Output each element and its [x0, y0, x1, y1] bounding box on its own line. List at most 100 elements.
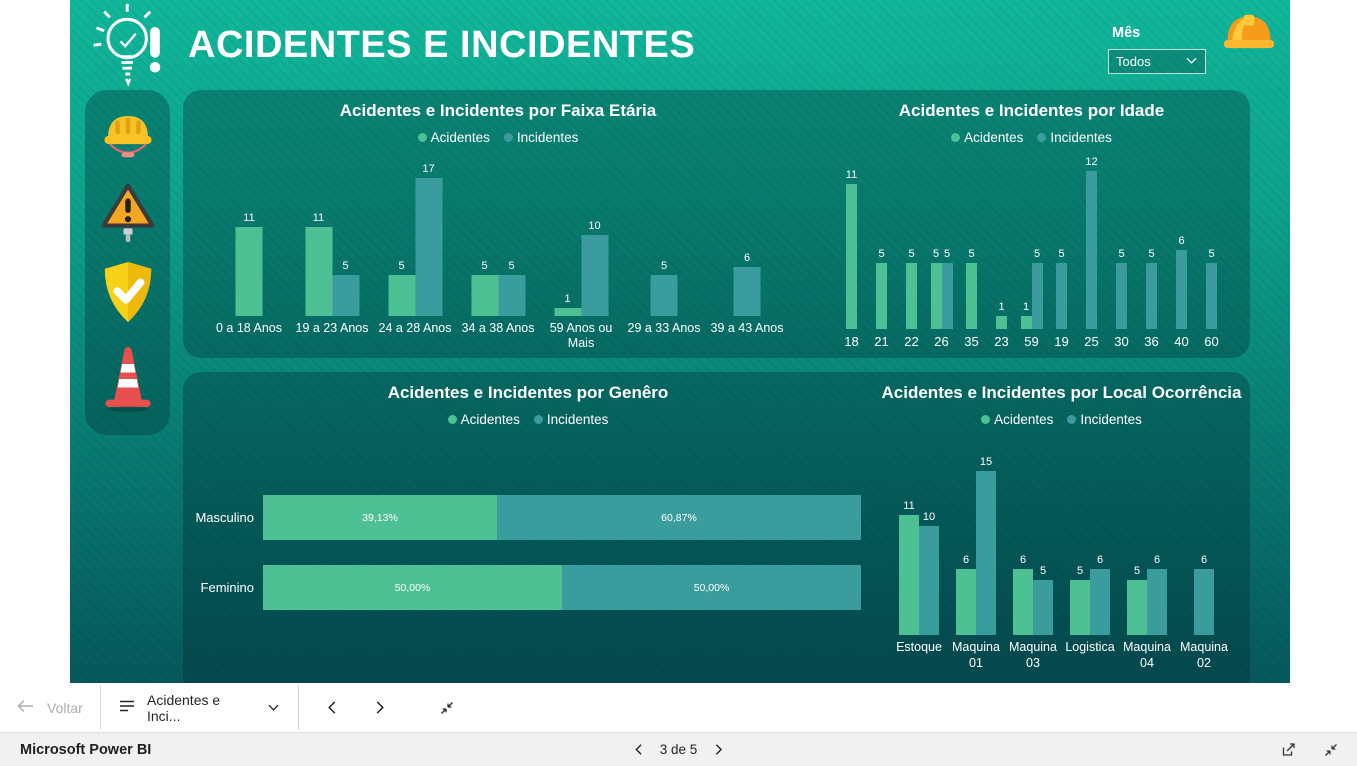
chart-category-group: 6 40 — [1167, 153, 1197, 350]
bar-incidentes[interactable] — [941, 262, 953, 329]
chevron-right-icon[interactable] — [713, 743, 724, 756]
bar-acidentes[interactable] — [554, 307, 581, 316]
legend-item-acidentes[interactable]: Acidentes — [417, 130, 490, 145]
share-icon[interactable] — [1280, 741, 1297, 758]
legend-dot — [1067, 415, 1077, 424]
category-label: 21 — [874, 333, 889, 349]
bar-incidentes[interactable] — [733, 267, 761, 316]
traffic-cone-icon — [98, 343, 158, 420]
chart-category-group: 6 5 Maquina 03 — [1005, 453, 1062, 673]
bar-acidentes[interactable] — [996, 315, 1007, 329]
category-label: Maquina 02 — [1180, 640, 1228, 670]
bar-acidentes[interactable] — [1070, 580, 1090, 635]
bar-incidentes[interactable] — [498, 275, 525, 316]
chart-category-group: 5 60 — [1197, 153, 1227, 350]
category-label: 36 — [1144, 333, 1159, 349]
bar-incidentes[interactable] — [1031, 262, 1043, 329]
chart-category-group: 11 0 a 18 Anos — [208, 160, 291, 352]
category-label: Maquina 03 — [1009, 640, 1057, 670]
legend-item-acidentes[interactable]: Acidentes — [447, 412, 520, 427]
chart-category-group: 5 17 24 a 28 Anos — [374, 160, 457, 352]
bar-acidentes[interactable] — [899, 515, 919, 635]
bar-acidentes[interactable] — [388, 275, 415, 316]
bar-acidentes[interactable] — [966, 262, 977, 329]
sidebar — [85, 90, 170, 435]
bar-value-label: 5 — [1208, 247, 1215, 260]
bar-incidentes[interactable] — [1056, 262, 1067, 329]
bar-acidentes[interactable] — [305, 227, 332, 316]
category-label: 24 a 28 Anos — [378, 321, 452, 335]
category-label: 19 — [1054, 333, 1069, 349]
chart-category-group: 11 10 Estoque — [891, 453, 948, 673]
bar-value-label: 5 — [1058, 247, 1065, 260]
report-canvas: ACIDENTES E INCIDENTES Mês Todos — [70, 0, 1290, 683]
chevron-down-icon — [1185, 54, 1198, 69]
segment-acidentes[interactable]: 39,13% — [263, 495, 497, 540]
bar-incidentes[interactable] — [1176, 249, 1187, 329]
category-label: 25 — [1084, 333, 1099, 349]
category-label: 29 a 33 Anos — [627, 321, 701, 335]
chart-category-group: 5 29 a 33 Anos — [623, 160, 706, 352]
bar-acidentes[interactable] — [235, 227, 263, 316]
bar-plot: 11 0 a 18 Anos 11 5 19 a 23 Anos 5 17 24 a 28 A… — [208, 160, 789, 352]
legend-item-incidentes[interactable]: Incidentes — [533, 412, 608, 427]
bar-incidentes[interactable] — [919, 526, 939, 635]
bar-incidentes[interactable] — [332, 275, 359, 316]
legend-item-incidentes[interactable]: Incidentes — [1067, 412, 1142, 427]
bar-acidentes[interactable] — [876, 262, 887, 329]
category-label: 59 — [1024, 333, 1039, 349]
bar-acidentes[interactable] — [471, 275, 498, 316]
legend-item-incidentes[interactable]: Incidentes — [1037, 130, 1112, 145]
bar-incidentes[interactable] — [415, 178, 442, 316]
bar-incidentes[interactable] — [1086, 170, 1097, 329]
chart-category-group: 5 6 Maquina 04 — [1119, 453, 1176, 673]
bar-value-label: 11 — [312, 212, 325, 224]
bar-incidentes[interactable] — [1090, 569, 1110, 635]
bar-acidentes[interactable] — [930, 262, 942, 329]
bar-incidentes[interactable] — [1194, 569, 1214, 635]
bar-acidentes[interactable] — [1013, 569, 1033, 635]
bar-incidentes[interactable] — [1147, 569, 1167, 635]
chevron-left-icon[interactable] — [633, 743, 644, 756]
legend-item-acidentes[interactable]: Acidentes — [981, 412, 1053, 427]
legend-dot — [951, 133, 961, 142]
page-selector[interactable]: Acidentes e Inci... — [101, 683, 298, 732]
chart-category-group: 5 21 — [867, 153, 897, 350]
bar-value-label: 17 — [422, 163, 435, 175]
bar-incidentes[interactable] — [581, 234, 608, 316]
segment-incidentes[interactable]: 50,00% — [562, 565, 861, 610]
bar-acidentes[interactable] — [845, 183, 857, 329]
chevron-right-icon[interactable] — [373, 700, 387, 715]
chart-category-group: 1 10 59 Anos ou Mais — [540, 160, 623, 352]
chart-category-group: 5 6 Logistica — [1062, 453, 1119, 673]
bar-acidentes[interactable] — [1020, 315, 1032, 329]
bar-acidentes[interactable] — [956, 569, 976, 635]
back-button[interactable]: Voltar — [0, 683, 100, 732]
chart-category-group: 11 18 — [837, 153, 867, 350]
bar-acidentes[interactable] — [1127, 580, 1147, 635]
bar-value-label: 5 — [908, 247, 915, 260]
bar-incidentes[interactable] — [1033, 580, 1053, 635]
category-label: 26 — [934, 333, 949, 349]
bar-value-label: 6 — [1153, 554, 1161, 566]
month-filter-dropdown[interactable]: Todos — [1108, 49, 1206, 74]
bar-value-label: 5 — [398, 260, 405, 272]
bar-plot: 11 18 5 21 5 22 5 5 26 5 35 1 23 1 5 59 5 19 12 25 5 30 5 36 6 40… — [837, 153, 1227, 350]
chevron-left-icon[interactable] — [325, 700, 339, 715]
legend-item-incidentes[interactable]: Incidentes — [503, 130, 578, 145]
bar-incidentes[interactable] — [1116, 262, 1127, 329]
legend-dot — [533, 415, 543, 424]
bar-acidentes[interactable] — [906, 262, 917, 329]
collapse-icon[interactable] — [1323, 742, 1339, 758]
chart-category-group: 5 30 — [1107, 153, 1137, 350]
legend-item-acidentes[interactable]: Acidentes — [951, 130, 1023, 145]
bar-incidentes[interactable] — [1206, 262, 1217, 329]
bar-incidentes[interactable] — [650, 275, 678, 316]
collapse-icon[interactable] — [439, 700, 455, 716]
segment-acidentes[interactable]: 50,00% — [263, 565, 562, 610]
segment-incidentes[interactable]: 60,87% — [496, 495, 861, 540]
bar-value-label: 11 — [243, 212, 255, 224]
bar-incidentes[interactable] — [976, 471, 996, 635]
page-navigation — [299, 683, 481, 732]
bar-incidentes[interactable] — [1146, 262, 1157, 329]
